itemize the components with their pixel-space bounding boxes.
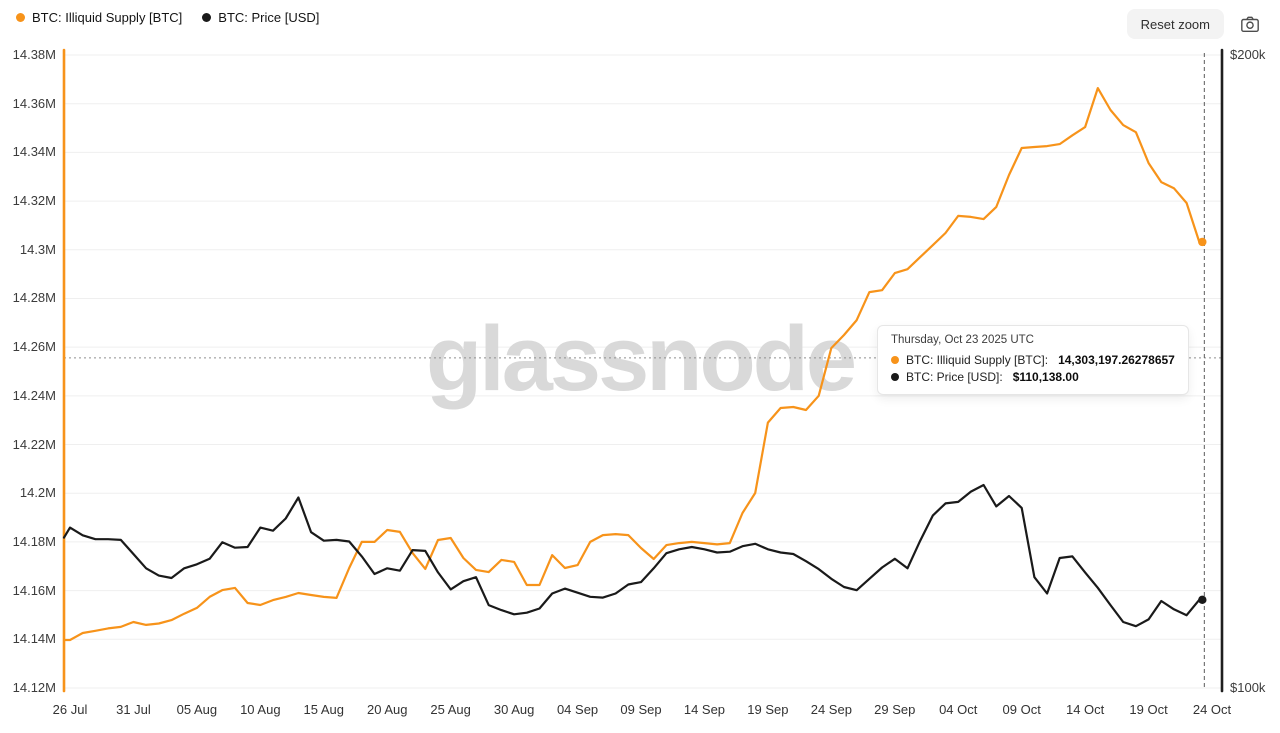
camera-icon: [1240, 16, 1260, 36]
tooltip-date: Thursday, Oct 23 2025 UTC: [891, 334, 1034, 346]
legend-label: BTC: Illiquid Supply [BTC]: [32, 10, 183, 25]
price-line: [62, 483, 1201, 628]
legend-dot-icon: [16, 13, 25, 22]
tooltip-row: BTC: Illiquid Supply [BTC]: 14,303,197.26…: [891, 351, 1175, 368]
legend-item[interactable]: BTC: Price [USD]: [202, 10, 319, 25]
illiquid-supply-line: [62, 86, 1201, 642]
legend-label: BTC: Price [USD]: [218, 10, 320, 25]
camera-button[interactable]: [1238, 13, 1262, 35]
tooltip-row: BTC: Price [USD]: $110,138.00: [891, 368, 1175, 385]
tooltip-series-dot-icon: [891, 355, 899, 364]
price-endpoint-dot: [1198, 595, 1207, 605]
watermark: glassnode: [425, 308, 857, 410]
tooltip-series-value: 14,303,197.26278657: [1058, 352, 1175, 367]
chart-header: BTC: Illiquid Supply [BTC] BTC: Price [US…: [0, 0, 1280, 48]
legend-item[interactable]: BTC: Illiquid Supply [BTC]: [16, 10, 182, 25]
legend-dot-icon: [202, 13, 212, 22]
reset-zoom-button[interactable]: Reset zoom: [1126, 9, 1224, 39]
chart-legend: BTC: Illiquid Supply [BTC] BTC: Price [US…: [16, 10, 319, 25]
supply-endpoint-dot: [1198, 237, 1207, 247]
tooltip-series-label: BTC: Illiquid Supply [BTC]:: [906, 352, 1049, 367]
header-actions: Reset zoom: [1126, 9, 1262, 39]
tooltip-series-dot-icon: [891, 372, 899, 381]
chart-tooltip: Thursday, Oct 23 2025 UTC BTC: Illiquid …: [877, 325, 1189, 395]
tooltip-series-value: $110,138.00: [1012, 369, 1079, 384]
tooltip-series-label: BTC: Price [USD]:: [906, 369, 1003, 384]
